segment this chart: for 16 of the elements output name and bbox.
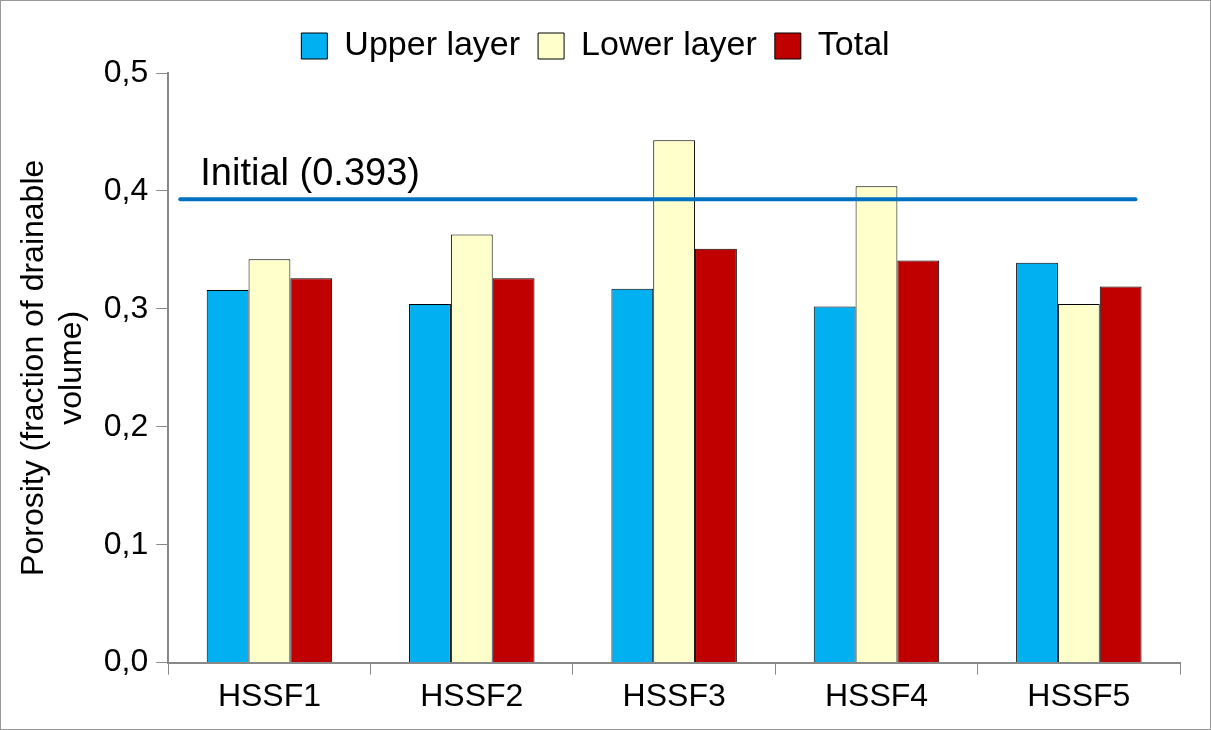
x-tick-label: HSSF5 [1027,676,1131,713]
y-tick-label: 0,5 [103,52,149,89]
y-axis-title: Porosity (fraction of drainable volume) [14,159,89,576]
x-tick-label: HSSF3 [622,676,726,713]
x-tick-label: HSSF2 [420,676,524,713]
y-tick-label: 0,2 [103,406,149,443]
ref-line-label: Initial (0.393) [200,150,420,193]
y-tick-label: 0,1 [103,524,149,561]
y-tick-label: 0,0 [103,642,149,679]
y-tick-label: 0,4 [103,170,149,207]
x-tick-label: HSSF4 [824,676,929,713]
y-tick-label: 0,3 [103,288,149,325]
x-tick-label: HSSF1 [217,676,322,713]
legend-label: Total [817,24,890,63]
legend-label: Upper layer [344,24,521,63]
legend-label: Lower layer [581,24,757,63]
